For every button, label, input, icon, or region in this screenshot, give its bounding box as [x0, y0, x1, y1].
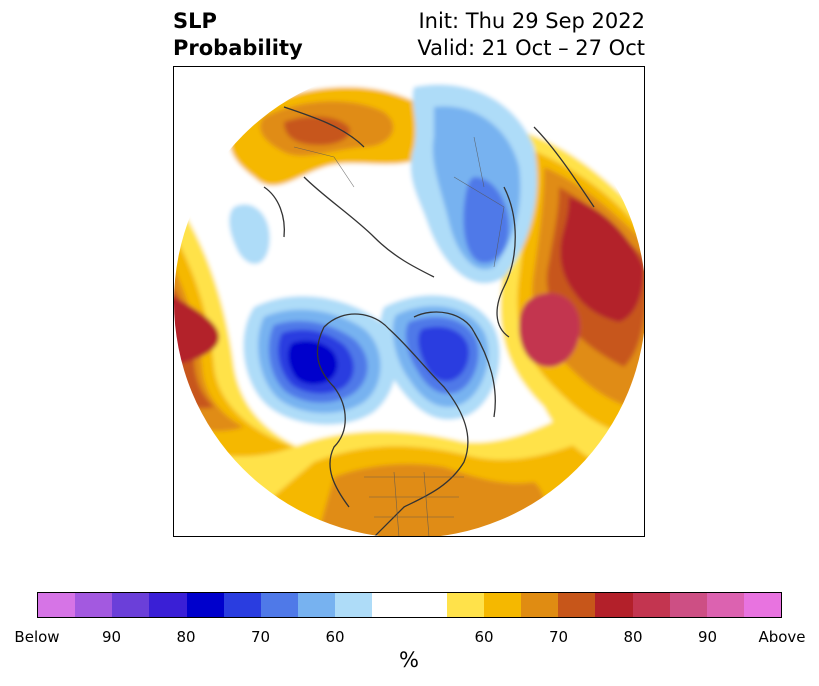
colorbar-cell [595, 593, 633, 617]
colorbar-unit: % [399, 648, 419, 672]
colorbar-tick-label: 70 [548, 628, 569, 646]
colorbar-cell [298, 593, 336, 617]
colorbar-cell [706, 593, 744, 617]
colorbar-tick-label: 80 [176, 628, 196, 646]
probability-colorbar [37, 592, 782, 618]
colorbar-tick-label: 60 [325, 628, 345, 646]
coastlines [263, 106, 595, 536]
colorbar-cell [335, 593, 373, 617]
colorbar-cell [483, 593, 522, 617]
colorbar-cell [260, 593, 299, 617]
colorbar-tick-label: 80 [623, 628, 643, 646]
colorbar-cell [112, 593, 150, 617]
colorbar-tick-label: 70 [250, 628, 271, 646]
colorbar-cell [521, 593, 559, 617]
colorbar-cell [669, 593, 707, 617]
colorbar-cell [149, 593, 187, 617]
map-title: SLP Probability [173, 8, 303, 62]
forecast-dates: Init: Thu 29 Sep 2022 Valid: 21 Oct – 27 … [417, 8, 645, 62]
colorbar-cell [372, 593, 410, 617]
colorbar-tick-label: 60 [474, 628, 494, 646]
colorbar-cell [446, 593, 484, 617]
init-date: Init: Thu 29 Sep 2022 [418, 9, 645, 33]
colorbar-cell [632, 593, 670, 617]
title-line-2: Probability [173, 36, 303, 60]
colorbar-tick-label: 90 [101, 628, 122, 646]
colorbar-cell [743, 593, 782, 617]
probability-field [174, 67, 644, 536]
colorbar-cell [38, 593, 76, 617]
colorbar-cell [558, 593, 596, 617]
colorbar-tick-label: Above [758, 628, 806, 646]
polar-map [173, 66, 645, 537]
colorbar-tick-label: 90 [697, 628, 718, 646]
colorbar-tick-label: Below [14, 628, 60, 646]
valid-range: Valid: 21 Oct – 27 Oct [417, 36, 645, 60]
colorbar-cell [186, 593, 224, 617]
colorbar-cell [223, 593, 261, 617]
borders [293, 136, 505, 536]
colorbar-cell [409, 593, 447, 617]
title-line-1: SLP [173, 9, 217, 33]
colorbar-cell [75, 593, 113, 617]
